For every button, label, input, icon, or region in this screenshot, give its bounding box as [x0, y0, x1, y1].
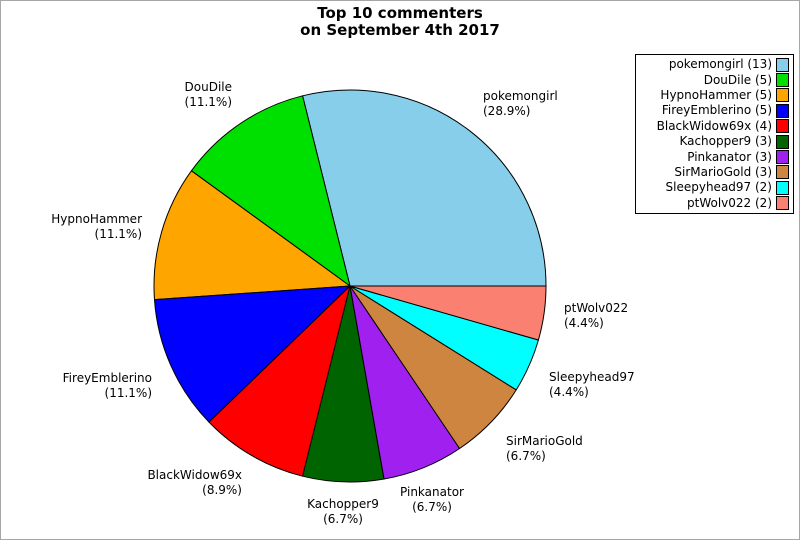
pie-slice-HypnoHammer	[153, 170, 351, 301]
legend: pokemongirl (13) DouDile (5) HypnoHammer (…	[635, 54, 794, 214]
pie-label-FireyEmblerino: FireyEmblerino (11.1%)	[62, 371, 152, 400]
legend-item-SirMarioGold: SirMarioGold (3)	[636, 165, 789, 180]
legend-item-Kachopper9: Kachopper9 (3)	[636, 134, 789, 149]
legend-swatch	[776, 119, 789, 134]
legend-item-label: DouDile (5)	[703, 72, 772, 87]
chart-title-line1: Top 10 commenters	[317, 4, 483, 22]
pie-label-DouDile: DouDile (11.1%)	[184, 80, 232, 109]
legend-item-HypnoHammer: HypnoHammer (5)	[636, 88, 789, 103]
pie-slice-pokemongirl	[302, 89, 547, 287]
legend-swatch	[776, 165, 789, 180]
pie-label-Sleepyhead97: Sleepyhead97 (4.4%)	[549, 370, 635, 399]
pie-slice-BlackWidow69x	[208, 285, 351, 477]
legend-item-pokemongirl: pokemongirl (13)	[636, 57, 789, 72]
legend-item-label: FireyEmblerino (5)	[661, 103, 772, 118]
pie-label-SirMarioGold: SirMarioGold (6.7%)	[506, 434, 583, 463]
legend-item-FireyEmblerino: FireyEmblerino (5)	[636, 103, 789, 118]
pie-slice-DouDile	[190, 95, 351, 287]
legend-item-DouDile: DouDile (5)	[636, 72, 789, 88]
legend-swatch	[776, 103, 789, 118]
legend-item-label: BlackWidow69x (4)	[656, 118, 772, 133]
chart-title: Top 10 commenters on September 4th 2017	[1, 5, 799, 39]
legend-item-label: ptWolv022 (2)	[687, 195, 772, 210]
pie-slice-ptWolv022	[349, 285, 547, 341]
legend-item-label: Sleepyhead97 (2)	[665, 180, 772, 195]
legend-item-label: SirMarioGold (3)	[674, 164, 772, 179]
legend-swatch	[776, 57, 789, 72]
legend-swatch	[776, 180, 789, 195]
legend-swatch	[776, 196, 789, 211]
legend-item-BlackWidow69x: BlackWidow69x (4)	[636, 119, 789, 134]
pie-slice-FireyEmblerino	[153, 285, 351, 423]
legend-item-label: pokemongirl (13)	[668, 57, 772, 72]
pie-label-Pinkanator: Pinkanator (6.7%)	[400, 485, 464, 514]
legend-item-label: HypnoHammer (5)	[660, 87, 772, 102]
legend-item-Sleepyhead97: Sleepyhead97 (2)	[636, 180, 789, 195]
legend-item-label: Pinkanator (3)	[687, 149, 772, 164]
chart-title-line2: on September 4th 2017	[300, 21, 500, 39]
legend-item-label: Kachopper9 (3)	[679, 134, 772, 149]
legend-item-Pinkanator: Pinkanator (3)	[636, 149, 789, 165]
legend-swatch	[776, 134, 789, 149]
legend-item-ptWolv022: ptWolv022 (2)	[636, 196, 789, 211]
pie-label-Kachopper9: Kachopper9 (6.7%)	[307, 497, 379, 526]
pie-label-ptWolv022: ptWolv022 (4.4%)	[564, 301, 629, 330]
pie-label-pokemongirl: pokemongirl (28.9%)	[483, 89, 558, 118]
legend-swatch	[776, 73, 789, 88]
legend-swatch	[776, 150, 789, 165]
legend-swatch	[776, 88, 789, 103]
pie-label-BlackWidow69x: BlackWidow69x (8.9%)	[147, 468, 242, 497]
pie-label-HypnoHammer: HypnoHammer (11.1%)	[51, 212, 142, 241]
